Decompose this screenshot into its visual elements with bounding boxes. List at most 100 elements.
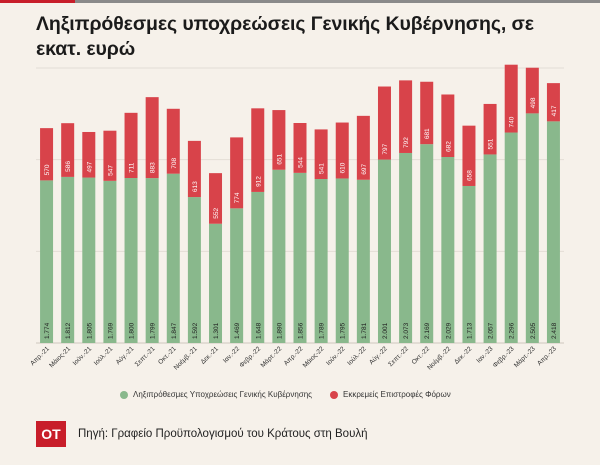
data-label-tax-refunds: 658 xyxy=(466,170,473,181)
bar-tax-refunds xyxy=(166,108,180,174)
data-label-arrears: 1.469 xyxy=(234,322,241,339)
bar-tax-refunds xyxy=(314,129,328,180)
data-label-arrears: 1.713 xyxy=(466,322,473,339)
x-tick-label: Ιαν.-22 xyxy=(222,345,241,364)
ot-logo: OT xyxy=(36,421,66,447)
bar-arrears xyxy=(399,152,413,343)
bar-tax-refunds xyxy=(399,80,413,153)
bar-tax-refunds xyxy=(525,67,539,114)
data-label-arrears: 1.800 xyxy=(129,322,136,339)
bar-arrears xyxy=(251,191,265,343)
source-note: Πηγή: Γραφείο Προϋπολογισμού του Κράτους… xyxy=(78,428,368,440)
data-label-arrears: 1.856 xyxy=(298,322,305,339)
data-label-tax-refunds: 613 xyxy=(192,181,199,192)
x-tick-label: Οκτ.-22 xyxy=(411,345,432,366)
bar-arrears xyxy=(272,169,286,343)
bar-tax-refunds xyxy=(335,122,349,179)
bar-tax-refunds xyxy=(483,103,497,155)
bar-tax-refunds xyxy=(82,131,96,178)
bar-arrears xyxy=(40,180,54,343)
bar-tax-refunds xyxy=(40,128,54,181)
data-label-arrears: 1.769 xyxy=(107,322,114,339)
legend-label-arrears: Ληξιπρόθεσμες Υποχρεώσεις Γενικής Κυβέρν… xyxy=(133,390,313,399)
data-label-arrears: 1.847 xyxy=(171,322,178,339)
bar-arrears xyxy=(377,159,391,343)
data-label-tax-refunds: 552 xyxy=(213,208,220,219)
data-label-tax-refunds: 708 xyxy=(171,157,178,168)
x-tick-label: Μάιος-22 xyxy=(301,344,326,369)
data-label-tax-refunds: 570 xyxy=(44,164,51,175)
bar-arrears xyxy=(124,178,138,343)
data-label-tax-refunds: 792 xyxy=(403,137,410,148)
bar-tax-refunds xyxy=(61,123,75,177)
data-label-arrears: 1.890 xyxy=(276,322,283,339)
x-tick-label: Νοέμβ.-21 xyxy=(172,344,199,371)
bar-tax-refunds xyxy=(230,137,244,209)
bar-arrears xyxy=(61,176,75,343)
bar-arrears xyxy=(209,223,223,343)
x-tick-label: Ιούλ.-22 xyxy=(346,344,368,366)
data-label-tax-refunds: 912 xyxy=(255,176,262,187)
x-tick-label: Απρ.-23 xyxy=(536,345,558,367)
data-label-arrears: 1.805 xyxy=(86,322,93,339)
data-label-arrears: 1.799 xyxy=(150,322,157,339)
data-label-tax-refunds: 541 xyxy=(319,163,326,174)
bar-tax-refunds xyxy=(441,94,455,158)
bar-arrears xyxy=(103,180,117,343)
bar-arrears xyxy=(462,185,476,343)
data-label-arrears: 1.592 xyxy=(192,322,199,339)
chart-title: Ληξιπρόθεσμες υποχρεώσεις Γενικής Κυβέρν… xyxy=(36,13,534,60)
bar-arrears xyxy=(293,172,307,343)
data-label-tax-refunds: 610 xyxy=(340,162,347,173)
data-label-tax-refunds: 417 xyxy=(551,105,558,116)
x-tick-label: Ιούλ.-21 xyxy=(92,344,114,366)
legend-item-arrears: Ληξιπρόθεσμες Υποχρεώσεις Γενικής Κυβέρν… xyxy=(120,390,312,399)
footer: OT Πηγή: Γραφείο Προϋπολογισμού του Κράτ… xyxy=(36,421,368,447)
x-tick-label: Ιαν.-23 xyxy=(475,345,494,364)
data-label-arrears: 1.648 xyxy=(255,322,262,339)
data-label-tax-refunds: 883 xyxy=(150,162,157,173)
data-label-arrears: 2.029 xyxy=(445,322,452,339)
data-label-arrears: 1.774 xyxy=(44,322,51,339)
data-label-tax-refunds: 544 xyxy=(298,157,305,168)
bar-tax-refunds xyxy=(462,125,476,186)
legend-item-tax-refunds: Εκκρεμείς Επιστροφές Φόρων xyxy=(330,390,451,399)
bar-tax-refunds xyxy=(124,112,138,178)
data-label-arrears: 2.169 xyxy=(424,322,431,339)
bar-tax-refunds xyxy=(546,83,560,122)
data-label-tax-refunds: 774 xyxy=(234,192,241,203)
bar-arrears xyxy=(335,178,349,343)
x-tick-label: Ιούν.-21 xyxy=(71,344,93,366)
data-label-tax-refunds: 697 xyxy=(361,164,368,175)
top-rule xyxy=(0,0,600,3)
bar-tax-refunds xyxy=(420,81,434,145)
data-label-tax-refunds: 682 xyxy=(445,141,452,152)
data-label-tax-refunds: 711 xyxy=(129,162,136,173)
legend-label-tax-refunds: Εκκρεμείς Επιστροφές Φόρων xyxy=(343,390,451,399)
data-label-arrears: 1.781 xyxy=(361,322,368,339)
data-label-tax-refunds: 740 xyxy=(509,116,516,127)
bar-arrears xyxy=(82,177,96,343)
bar-arrears xyxy=(166,173,180,343)
bar-arrears xyxy=(356,179,370,343)
data-label-arrears: 1.301 xyxy=(213,322,220,339)
data-label-tax-refunds: 797 xyxy=(382,143,389,154)
bar-arrears xyxy=(145,178,159,343)
bar-tax-refunds xyxy=(251,108,265,192)
bar-tax-refunds xyxy=(187,140,201,198)
x-tick-label: Μάιος-21 xyxy=(48,344,73,369)
x-tick-label: Αύγ.-21 xyxy=(114,344,136,366)
x-tick-label: Νοέμβ.-22 xyxy=(425,344,452,371)
bar-arrears xyxy=(525,113,539,343)
x-tick-label: Δεκ.-21 xyxy=(200,345,221,366)
bar-tax-refunds xyxy=(377,86,391,160)
bar-arrears xyxy=(483,154,497,343)
data-label-tax-refunds: 681 xyxy=(424,128,431,139)
data-label-tax-refunds: 497 xyxy=(86,161,93,172)
data-label-arrears: 2.057 xyxy=(488,322,495,339)
x-tick-label: Δεκ.-22 xyxy=(453,345,474,366)
x-tick-label: Μάρτ.-23 xyxy=(512,344,537,369)
data-label-tax-refunds: 498 xyxy=(530,97,537,108)
data-label-tax-refunds: 551 xyxy=(488,138,495,149)
data-label-arrears: 2.505 xyxy=(530,322,537,339)
